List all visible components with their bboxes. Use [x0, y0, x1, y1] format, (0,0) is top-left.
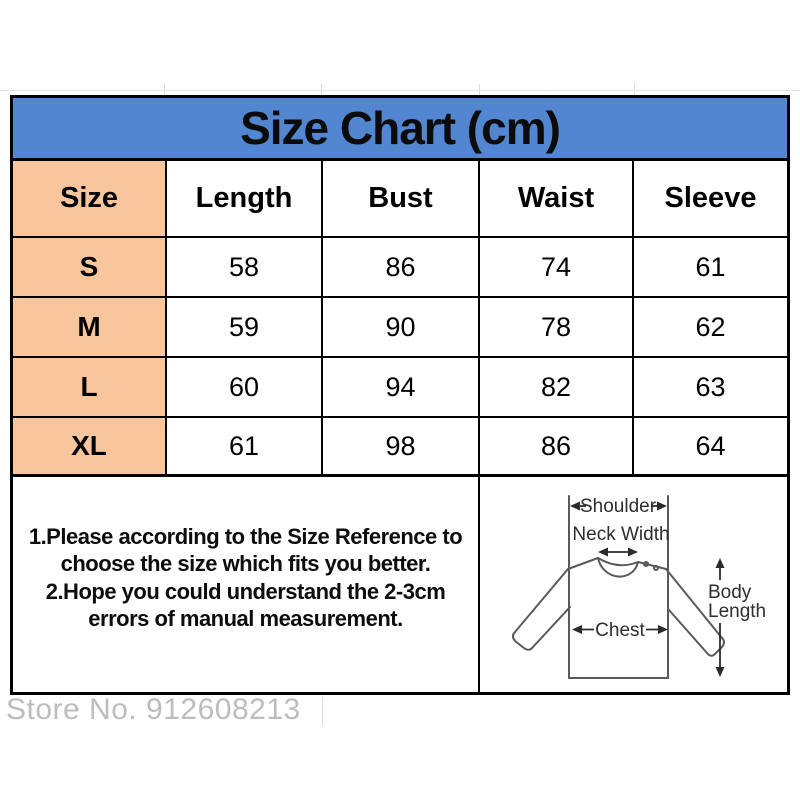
table-row-s-size: S	[13, 238, 167, 298]
shirt-outline	[512, 495, 725, 679]
measurement-arrows	[570, 501, 725, 677]
gridline-horizontal	[0, 90, 800, 91]
table-row-m-sleeve: 62	[634, 298, 787, 358]
note-line-3: 2.Hope you could understand the 2-3cm	[45, 578, 446, 604]
measurement-diagram: Shoulder Neck Width Chest Body Length	[480, 477, 787, 692]
table-row-s-sleeve: 61	[634, 238, 787, 298]
neck-width-label: Neck Width	[572, 524, 669, 545]
gridline-tick	[322, 697, 323, 726]
gridline-tick	[164, 84, 165, 96]
table-row-l-sleeve: 63	[634, 358, 787, 418]
note-line-1: 1.Please according to the Size Reference…	[28, 523, 463, 549]
table-row-m-size: M	[13, 298, 167, 358]
column-header-waist: Waist	[480, 161, 634, 238]
shoulder-label: Shoulder	[580, 496, 657, 517]
table-row-l-bust: 94	[323, 358, 480, 418]
gridline-tick	[479, 84, 480, 96]
table-row-s-bust: 86	[323, 238, 480, 298]
table-row-s-waist: 74	[480, 238, 634, 298]
column-header-size: Size	[13, 161, 167, 238]
table-row-s-length: 58	[167, 238, 323, 298]
chest-label: Chest	[595, 620, 645, 641]
column-header-sleeve: Sleeve	[634, 161, 787, 238]
note-line-4: errors of manual measurement.	[88, 606, 403, 631]
body-length-label-line1: Body	[708, 582, 752, 603]
table-row-xl-sleeve: 64	[634, 418, 787, 477]
sweater-measurement-illustration: Shoulder Neck Width Chest Body Length	[512, 495, 766, 679]
table-row-m-waist: 78	[480, 298, 634, 358]
column-header-bust: Bust	[323, 161, 480, 238]
note-line-2: choose the size which fits you better.	[60, 551, 431, 576]
table-row-m-length: 59	[167, 298, 323, 358]
table-row-xl-bust: 98	[323, 418, 480, 477]
size-chart-sheet: Size Chart (cm) Size Length Bust Waist S…	[10, 95, 790, 695]
button-dot	[643, 561, 649, 567]
body-length-label-line2: Length	[708, 601, 766, 622]
column-header-length: Length	[167, 161, 323, 238]
chest-arrow	[572, 625, 668, 634]
table-row-l-size: L	[13, 358, 167, 418]
store-number-watermark: Store No. 912608213	[6, 693, 301, 726]
page-title: Size Chart (cm)	[13, 98, 787, 161]
table-row-xl-length: 61	[167, 418, 323, 477]
table-row-xl-waist: 86	[480, 418, 634, 477]
gridline-tick	[634, 84, 635, 96]
neck-width-arrow	[598, 547, 638, 557]
table-row-l-waist: 82	[480, 358, 634, 418]
table-row-l-length: 60	[167, 358, 323, 418]
shoulder-arrow	[570, 501, 667, 511]
table-row-m-bust: 90	[323, 298, 480, 358]
table-row-xl-size: XL	[13, 418, 167, 477]
gridline-tick	[321, 84, 322, 96]
body-length-arrow	[715, 558, 725, 677]
sizing-notes: 1.Please according to the Size Reference…	[13, 477, 480, 692]
button-dot	[653, 565, 659, 571]
